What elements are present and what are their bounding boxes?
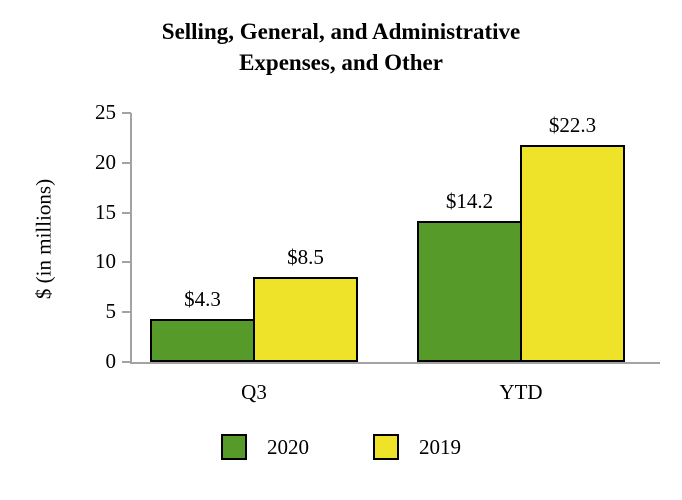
y-tick-label: 10 xyxy=(95,249,116,274)
bar-value-label: $14.2 xyxy=(445,188,494,213)
bar-group-q3: $4.3 $8.5 Q3 xyxy=(150,113,358,404)
chart-title-line-1: Selling, General, and Administrative xyxy=(161,19,521,44)
y-tick-label: 5 xyxy=(105,299,117,324)
legend-label-2020: 2020 xyxy=(267,434,309,459)
plot-area: 0 5 10 15 20 25 $4.3 $8.5 Q3 $14.2 $22.3 YTD xyxy=(95,100,660,404)
bar-2019-ytd xyxy=(520,145,625,362)
y-tick-label: 20 xyxy=(95,149,116,174)
y-tick-label: 15 xyxy=(95,199,116,224)
y-tick-mark xyxy=(122,211,131,214)
y-tick-mark xyxy=(122,112,131,114)
bar-2019-q3 xyxy=(253,277,358,362)
y-tick-label: 0 xyxy=(105,349,117,373)
legend: 2020 2019 xyxy=(0,434,682,460)
bar-2020-q3 xyxy=(150,319,255,362)
bar-groups: $4.3 $8.5 Q3 $14.2 $22.3 YTD xyxy=(132,113,660,404)
y-tick-mark xyxy=(122,261,131,264)
x-axis-label-q3: Q3 xyxy=(241,380,267,404)
y-tick-mark xyxy=(122,311,131,314)
bar-value-label: $8.5 xyxy=(287,245,324,270)
bar-slot-2020-ytd: $14.2 xyxy=(417,113,522,362)
chart-title-line-2: Expenses, and Other xyxy=(239,50,443,76)
chart-title: Selling, General, and Administrative Exp… xyxy=(0,16,682,78)
bar-slot-2020-q3: $4.3 xyxy=(150,113,255,362)
legend-item-2020: 2020 xyxy=(221,434,309,460)
bar-value-label: $22.3 xyxy=(548,113,597,137)
bar-value-label: $4.3 xyxy=(184,287,221,312)
legend-swatch-2020 xyxy=(221,434,247,460)
y-tick-label: 25 xyxy=(95,100,116,124)
legend-label-2019: 2019 xyxy=(419,434,461,459)
y-tick-mark xyxy=(122,361,131,363)
legend-swatch-2019 xyxy=(373,434,399,460)
y-axis-title: $ (in millions) xyxy=(31,178,56,300)
bar-slot-2019-q3: $8.5 xyxy=(253,113,358,362)
y-tick-mark xyxy=(122,161,131,164)
bar-2020-ytd xyxy=(417,220,522,362)
legend-item-2019: 2019 xyxy=(373,434,461,460)
bar-slot-2019-ytd: $22.3 xyxy=(520,113,625,362)
x-axis-label-ytd: YTD xyxy=(499,380,543,404)
bar-group-ytd: $14.2 $22.3 YTD xyxy=(417,113,625,404)
